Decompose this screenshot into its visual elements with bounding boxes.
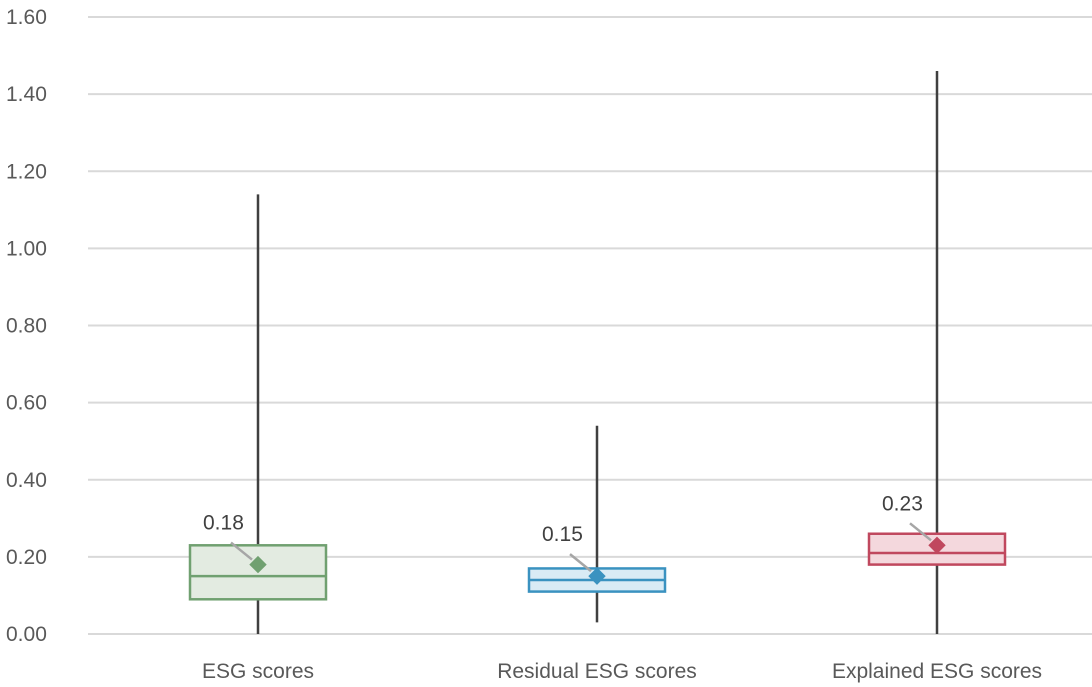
y-tick-label: 0.00	[6, 623, 47, 646]
y-tick-label: 0.60	[6, 392, 47, 415]
data-label-leader	[230, 541, 253, 561]
box-group: 0.23	[867, 70, 1007, 634]
mean-marker	[928, 536, 946, 555]
mean-marker	[249, 555, 267, 574]
y-tick-label: 0.40	[6, 469, 47, 492]
y-tick-label: 1.60	[6, 6, 47, 29]
x-axis-category-labels: ESG scores Residual ESG scores Explained E…	[202, 660, 1042, 683]
x-category-label: Residual ESG scores	[497, 660, 697, 683]
y-axis-tick-labels: 0.00 0.20 0.40 0.60 0.80 1.00 1.20 1.40 1.60	[6, 6, 47, 646]
y-tick-label: 1.20	[6, 160, 47, 183]
mean-data-label: 0.15	[542, 523, 583, 546]
data-label-leader	[909, 522, 932, 542]
y-tick-label: 1.40	[6, 83, 47, 106]
mean-data-label: 0.18	[203, 512, 244, 535]
y-tick-label: 1.00	[6, 237, 47, 260]
x-category-label: ESG scores	[202, 660, 314, 683]
mean-data-label: 0.23	[882, 492, 923, 515]
x-category-label: Explained ESG scores	[832, 660, 1042, 683]
data-label-leader	[569, 553, 592, 573]
y-tick-label: 0.80	[6, 315, 47, 338]
y-tick-label: 0.20	[6, 546, 47, 569]
box-group: 0.15	[527, 425, 667, 623]
boxes: 0.18 0.15 0.23	[188, 70, 1007, 634]
box-group: 0.18	[188, 194, 328, 634]
mean-marker	[588, 567, 606, 585]
